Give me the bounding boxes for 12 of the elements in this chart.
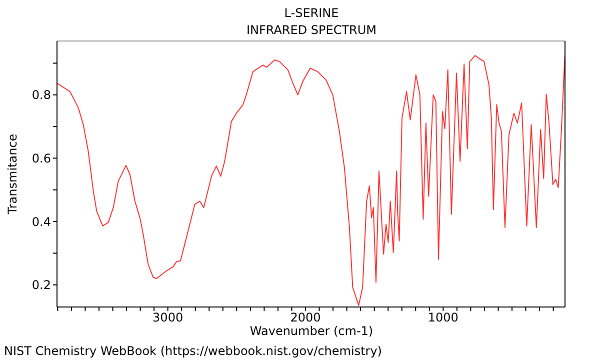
chart-title: L-SERINE <box>283 5 340 22</box>
x-axis-title: Wavenumber (cm-1) <box>248 324 374 339</box>
text: NIST Chemistry WebBook (https://webbook.nist.gov/chemistry) <box>4 344 382 358</box>
y-axis-title: Transmitance <box>5 134 20 216</box>
y-tick-label: 0.4 <box>32 214 51 229</box>
x-tick-label: 1000 <box>428 310 458 325</box>
x-tick-label: 2000 <box>290 310 321 325</box>
y-tick-label: 0.8 <box>32 88 51 102</box>
y-tick-label: 0.6 <box>32 151 51 166</box>
x-tick-label: 3000 <box>152 310 184 325</box>
chart-subtitle: INFRARED SPECTRUM <box>245 22 378 39</box>
y-tick-label: 0.2 <box>32 278 51 292</box>
